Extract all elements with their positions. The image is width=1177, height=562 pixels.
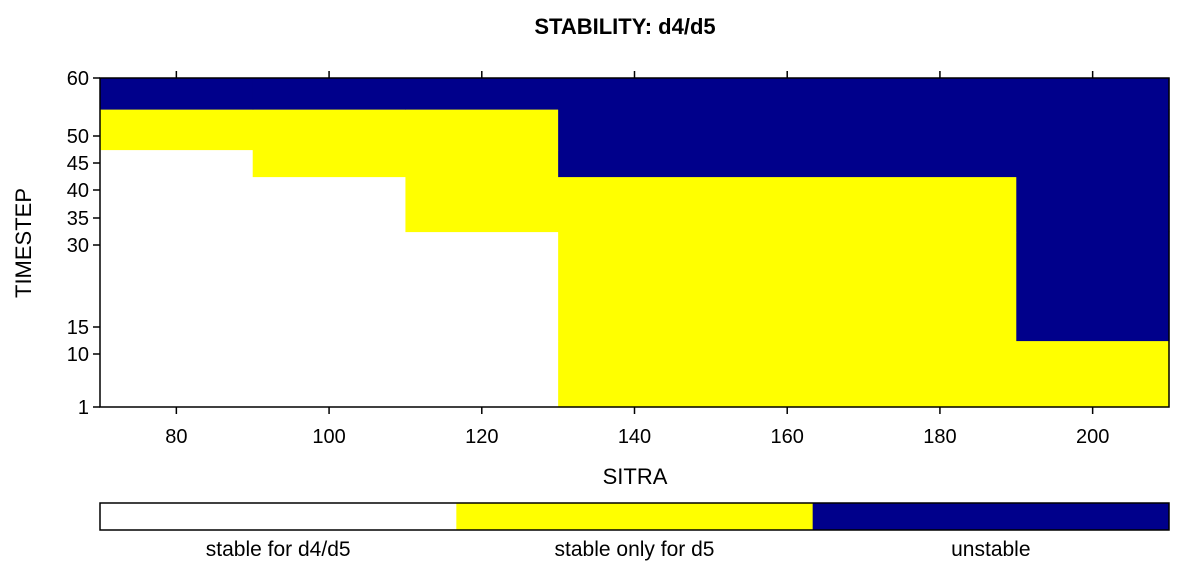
heatmap-cell — [1016, 109, 1170, 151]
heatmap-cell — [558, 109, 1017, 151]
heatmap-cell — [1016, 78, 1170, 110]
heatmap-cell — [1016, 231, 1170, 342]
legend-label: stable only for d5 — [555, 538, 715, 561]
heatmap-cell — [100, 149, 254, 178]
y-tick-label: 30 — [67, 235, 89, 257]
y-tick-label: 10 — [67, 344, 89, 366]
legend: stable for d4/d5 stable only for d5 unstab… — [99, 502, 1170, 561]
heatmap-cell — [405, 78, 559, 110]
heatmap-cell — [100, 78, 254, 110]
heatmap-cell — [558, 231, 1017, 342]
y-axis-label: TIMESTEP — [11, 188, 36, 298]
heatmap-cell — [252, 340, 407, 408]
x-tick-label: 140 — [618, 426, 651, 448]
legend-swatch — [812, 503, 1170, 530]
heatmap-cell — [405, 109, 559, 151]
x-axis-ticks: 80 100 120 140 160 180 200 — [165, 71, 1109, 448]
heatmap-cell — [558, 340, 1017, 408]
y-tick-label: 35 — [67, 208, 89, 230]
x-tick-label: 80 — [165, 426, 187, 448]
y-axis-ticks: 1 10 15 30 35 40 45 50 60 — [67, 68, 100, 419]
heatmap-cell — [1016, 149, 1170, 178]
y-tick-label: 40 — [67, 180, 89, 202]
heatmap-cell — [100, 231, 254, 342]
heatmap-cell — [252, 149, 407, 178]
legend-frame — [99, 502, 1170, 531]
heatmap-cell — [558, 78, 1017, 110]
y-tick-label: 15 — [67, 317, 89, 339]
legend-swatch — [456, 503, 814, 530]
heatmap-cell — [1016, 340, 1170, 408]
heatmap-cell — [405, 176, 559, 233]
x-tick-label: 100 — [312, 426, 345, 448]
heatmap-cell — [405, 340, 559, 408]
legend-label: stable for d4/d5 — [206, 538, 351, 561]
y-tick-label: 60 — [67, 68, 89, 90]
y-tick-label: 1 — [78, 397, 89, 419]
x-axis-label: SITRA — [603, 464, 668, 489]
heatmap-cell — [405, 149, 559, 178]
heatmap-cell — [558, 176, 1017, 233]
x-tick-label: 120 — [465, 426, 498, 448]
heatmap-cell — [252, 176, 407, 233]
heatmap-cell — [1016, 176, 1170, 233]
y-tick-label: 50 — [67, 126, 89, 148]
heatmap-cell — [100, 176, 254, 233]
legend-swatch — [100, 503, 457, 530]
heatmap-cell — [558, 149, 1017, 178]
chart-title: STABILITY: d4/d5 — [534, 14, 715, 39]
heatmap-cell — [252, 231, 407, 342]
heatmap-cell — [405, 231, 559, 342]
x-tick-label: 200 — [1076, 426, 1109, 448]
x-tick-label: 180 — [923, 426, 956, 448]
legend-label: unstable — [951, 538, 1030, 561]
heatmap-cell — [252, 78, 407, 110]
heatmap-cells — [100, 78, 1170, 408]
heatmap-cell — [100, 109, 254, 151]
heatmap-cell — [252, 109, 407, 151]
heatmap-cell — [100, 340, 254, 408]
x-tick-label: 160 — [771, 426, 804, 448]
y-tick-label: 45 — [67, 153, 89, 175]
